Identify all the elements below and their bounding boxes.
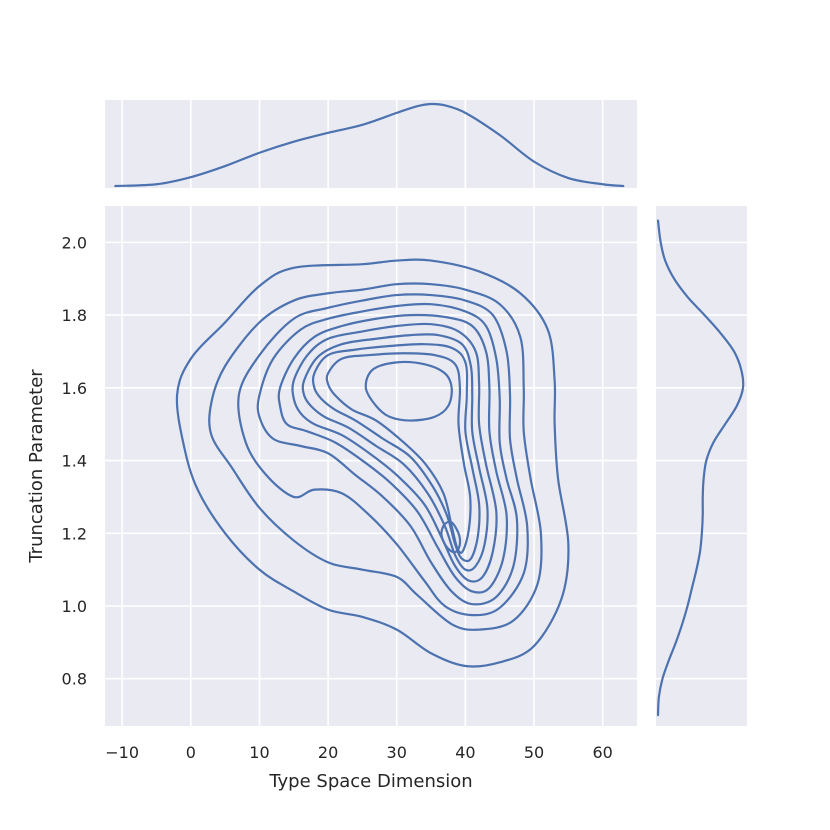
y-tick-label: 1.8: [62, 306, 87, 325]
x-axis-title: Type Space Dimension: [268, 771, 472, 792]
x-axis-ticks: −10 0 10 20 30 40 50 60: [105, 743, 613, 762]
y-axis-ticks: 0.8 1.0 1.2 1.4 1.6 1.8 2.0: [62, 233, 87, 688]
kde-contour-level-9: [325, 352, 472, 554]
top-marginal-grid: [121, 100, 604, 188]
x-tick-label: 30: [387, 743, 407, 762]
kde-contours: [175, 258, 570, 668]
y-marginal-density-curve: [656, 219, 745, 717]
kde-contour-level-4: [256, 302, 519, 606]
top-marginal-background: [105, 100, 637, 188]
x-marginal-density-curve: [114, 102, 625, 188]
kde-contour-level-11: [440, 520, 462, 554]
y-tick-label: 1.0: [62, 597, 87, 616]
y-axis-title: Truncation Parameter: [26, 369, 47, 564]
y-tick-label: 1.4: [62, 452, 87, 471]
y-tick-label: 1.6: [62, 379, 87, 398]
y-tick-label: 0.8: [62, 670, 87, 689]
x-tick-label: 20: [318, 743, 338, 762]
right-marginal-background: [656, 206, 747, 726]
kde-contour-level-8: [311, 343, 481, 563]
x-tick-label: −10: [105, 743, 139, 762]
joint-plot-panel: [105, 206, 637, 726]
x-tick-label: 10: [249, 743, 269, 762]
right-marginal-grid: [656, 241, 747, 680]
kde-contour-level-6: [291, 322, 498, 583]
kde-contour-level-1: [175, 258, 570, 668]
right-marginal-panel: [656, 206, 747, 726]
kde-contour-level-5: [277, 313, 509, 594]
kde-contour-level-3: [237, 293, 529, 617]
top-marginal-panel: [105, 100, 637, 188]
kde-contour-level-2: [208, 282, 543, 631]
x-tick-label: 0: [186, 743, 196, 762]
x-tick-label: 60: [592, 743, 612, 762]
kde-contour-level-7: [301, 333, 489, 572]
x-tick-label: 40: [455, 743, 475, 762]
kde-contour-level-10: [364, 360, 453, 422]
x-tick-label: 50: [524, 743, 544, 762]
y-tick-label: 1.2: [62, 524, 87, 543]
y-tick-label: 2.0: [62, 233, 87, 252]
